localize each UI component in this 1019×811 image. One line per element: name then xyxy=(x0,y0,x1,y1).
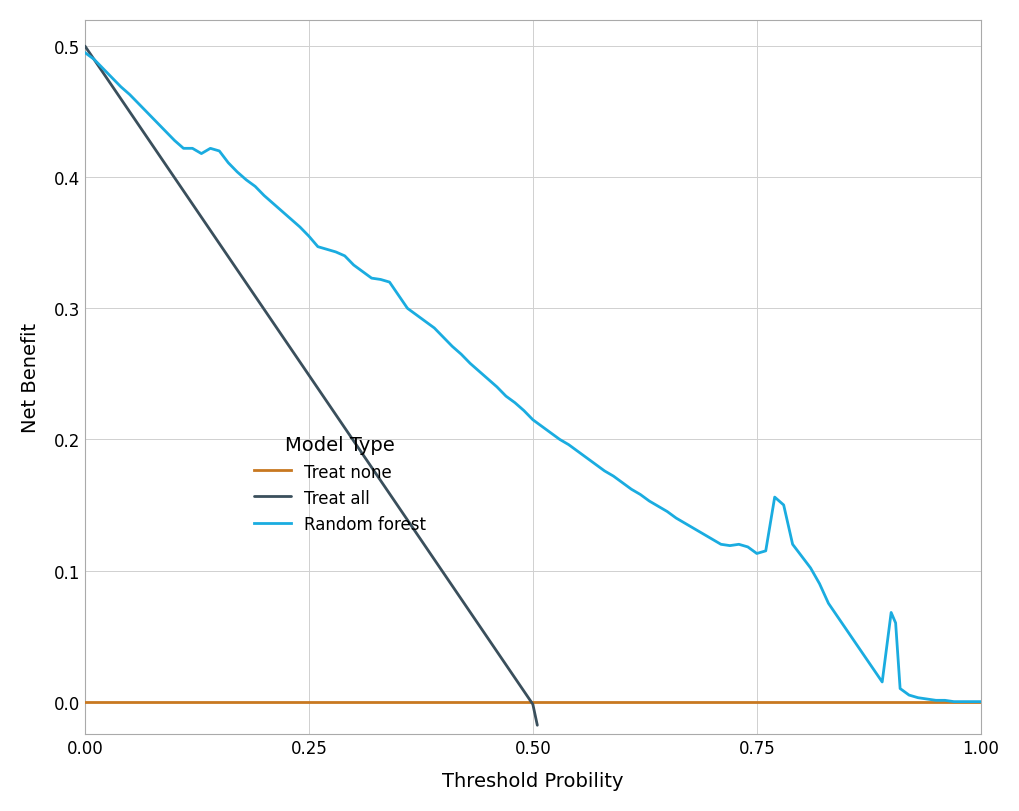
Treat all xyxy=(526,700,538,710)
Treat all xyxy=(78,42,91,52)
Random forest xyxy=(786,540,798,550)
Random forest xyxy=(857,651,869,661)
Line: Treat all: Treat all xyxy=(85,47,537,725)
Line: Random forest: Random forest xyxy=(85,54,979,702)
X-axis label: Threshold Probility: Threshold Probility xyxy=(441,771,623,790)
Random forest xyxy=(78,49,91,58)
Random forest xyxy=(490,383,502,393)
Legend: Treat none, Treat all, Random forest: Treat none, Treat all, Random forest xyxy=(246,427,434,542)
Y-axis label: Net Benefit: Net Benefit xyxy=(20,323,40,432)
Random forest xyxy=(973,697,985,706)
Random forest xyxy=(947,697,959,706)
Random forest xyxy=(275,207,287,217)
Random forest xyxy=(249,182,261,192)
Random forest xyxy=(714,540,727,550)
Treat all xyxy=(531,720,543,730)
